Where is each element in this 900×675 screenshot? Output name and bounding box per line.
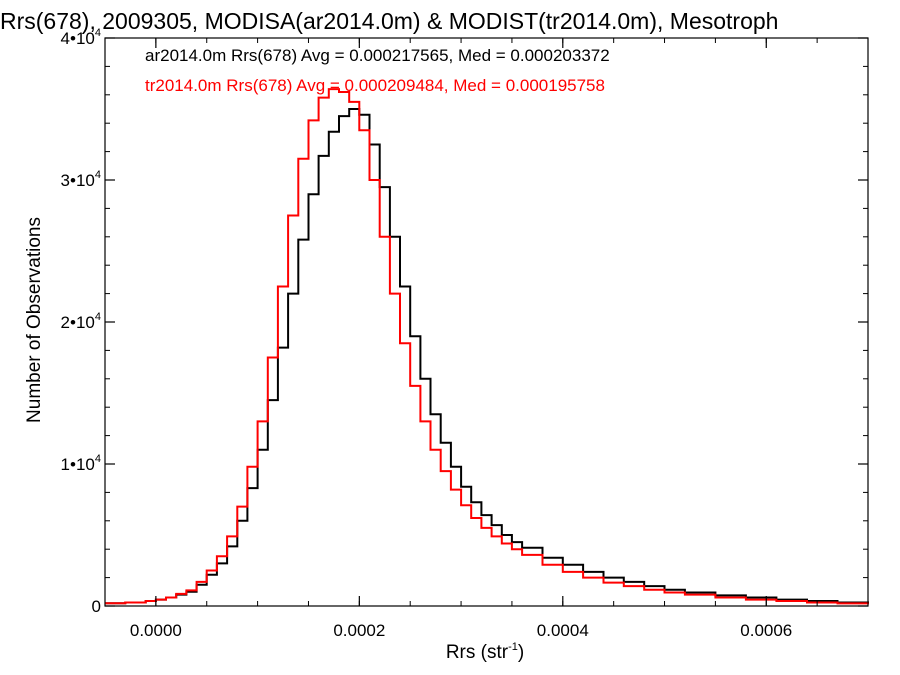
y-axis-label: Number of Observations bbox=[24, 217, 45, 423]
chart-title: Rrs(678), 2009305, MODISA(ar2014.0m) & M… bbox=[0, 8, 778, 34]
x-axis-label-suffix: ) bbox=[518, 642, 524, 663]
x-axis-label-superscript: -1 bbox=[508, 641, 518, 653]
legend-entry-tr2014: tr2014.0m Rrs(678) Avg = 0.000209484, Me… bbox=[145, 76, 605, 95]
y-tick-label-4: 4•104 bbox=[61, 27, 101, 48]
y-tick-label-1: 1•104 bbox=[61, 453, 101, 474]
plot-area: 0.0000 0.0002 0.0004 0.0006 0 1•104 2•104 3•10… bbox=[61, 27, 869, 640]
x-axis-label-text: Rrs (str bbox=[446, 642, 509, 663]
y-tick-label-3: 3•104 bbox=[61, 169, 101, 190]
legend-entry-ar2014: ar2014.0m Rrs(678) Avg = 0.000217565, Me… bbox=[145, 46, 610, 65]
series-layer bbox=[105, 88, 869, 605]
legend: ar2014.0m Rrs(678) Avg = 0.000217565, Me… bbox=[145, 46, 610, 95]
x-tick-label-1: 0.0002 bbox=[333, 621, 385, 640]
y-tick-label-0: 0 bbox=[92, 597, 101, 616]
y-axis-ticks: 0 1•104 2•104 3•104 4•104 bbox=[61, 27, 868, 616]
x-tick-label-3: 0.0006 bbox=[740, 621, 792, 640]
x-tick-label-2: 0.0004 bbox=[537, 621, 589, 640]
x-axis-label: Rrs (str-1) bbox=[446, 641, 524, 663]
plot-frame bbox=[104, 37, 869, 607]
x-tick-label-0: 0.0000 bbox=[130, 621, 182, 640]
series-line-0 bbox=[105, 108, 869, 605]
series-line-1 bbox=[105, 88, 869, 605]
x-axis-ticks: 0.0000 0.0002 0.0004 0.0006 bbox=[104, 38, 869, 640]
y-tick-label-2: 2•104 bbox=[61, 311, 101, 332]
